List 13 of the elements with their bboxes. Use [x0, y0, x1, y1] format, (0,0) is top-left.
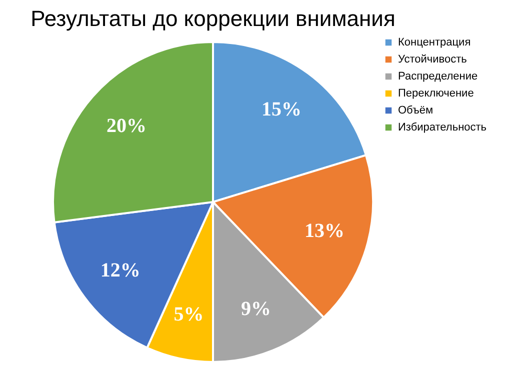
data-label: 20%: [106, 114, 147, 137]
data-label: 15%: [262, 98, 302, 120]
legend-label: Распределение: [398, 70, 478, 82]
data-label: 5%: [174, 304, 204, 326]
data-label: 12%: [100, 260, 140, 282]
legend-label: Концентрация: [398, 36, 471, 48]
legend-label: Устойчивость: [398, 54, 468, 66]
legend-label: Объём: [398, 104, 434, 116]
chart-title: Результаты до коррекции внимания: [30, 6, 396, 31]
legend-label: Переключение: [398, 88, 474, 100]
data-label: 9%: [240, 298, 271, 320]
data-label: 13%: [304, 220, 344, 242]
legend-label: Избирательность: [398, 122, 487, 134]
